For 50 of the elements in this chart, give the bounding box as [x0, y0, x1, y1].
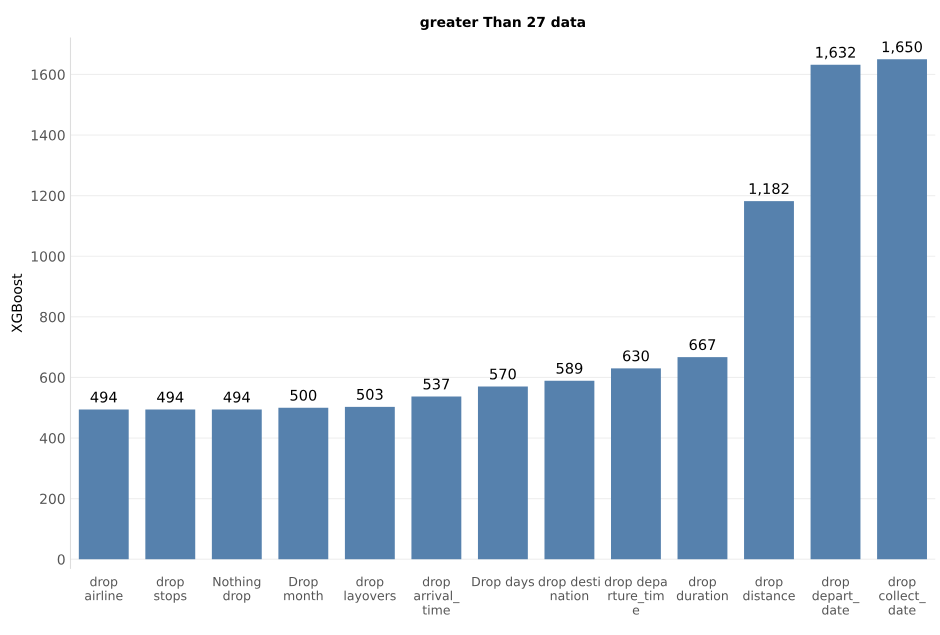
- bar: [145, 410, 196, 560]
- y-tick-label: 800: [40, 312, 65, 322]
- y-tick-label: 600: [40, 372, 65, 383]
- y-tick-label: 1000: [32, 251, 65, 262]
- x-tick-label: drop layovers: [344, 576, 396, 603]
- data-label: 503: [357, 388, 383, 400]
- bar: [212, 410, 262, 560]
- data-label: 667: [690, 339, 716, 350]
- x-tick-label: drop duration: [676, 576, 728, 600]
- bar: [678, 357, 728, 560]
- x-tick-label: Drop month: [284, 577, 323, 600]
- x-tick-label: Drop days: [472, 576, 534, 589]
- bar: [78, 410, 129, 560]
- x-tick-label: drop airline: [85, 576, 123, 600]
- data-label: 630: [623, 350, 649, 362]
- x-tick-label: drop depa rture_tim e: [604, 576, 667, 615]
- data-label: 589: [556, 362, 582, 374]
- x-tick-label: Nothing drop: [213, 576, 260, 603]
- data-label: 494: [224, 392, 250, 403]
- y-tick-label: 1600: [32, 69, 65, 80]
- data-label: 494: [157, 392, 184, 403]
- data-label: 500: [290, 390, 316, 401]
- bar: [478, 386, 528, 560]
- bar: [611, 368, 661, 560]
- data-label: 570: [490, 368, 516, 380]
- y-tick-label: 200: [40, 494, 65, 504]
- x-tick-label: drop arrival_ time: [414, 576, 460, 615]
- y-tick-label: 1200: [32, 190, 65, 202]
- y-tick-label: 1400: [32, 130, 65, 141]
- bar: [544, 380, 594, 560]
- x-tick-label: drop collect_ date: [879, 576, 926, 615]
- data-label: 1,632: [816, 46, 855, 60]
- bar: [744, 201, 794, 560]
- data-label: 537: [424, 378, 450, 390]
- x-tick-label: drop depart_ date: [812, 576, 860, 615]
- y-tick-label: 400: [40, 433, 65, 444]
- x-tick-label: drop distance: [743, 576, 795, 600]
- y-tick-label: 0: [58, 554, 65, 565]
- bar: [278, 408, 328, 560]
- bar: [810, 64, 860, 560]
- bar: [411, 396, 462, 560]
- data-label: 1,650: [882, 41, 922, 54]
- chart-title: greater Than 27 data: [420, 16, 585, 30]
- data-label: 494: [90, 392, 117, 403]
- bar: [344, 406, 395, 560]
- data-label: 1,182: [750, 183, 788, 196]
- x-tick-label: drop stops: [154, 576, 186, 603]
- x-tick-label: drop desti nation: [538, 576, 600, 600]
- bar: [877, 59, 927, 560]
- y-axis-title: XGBoost: [12, 274, 22, 333]
